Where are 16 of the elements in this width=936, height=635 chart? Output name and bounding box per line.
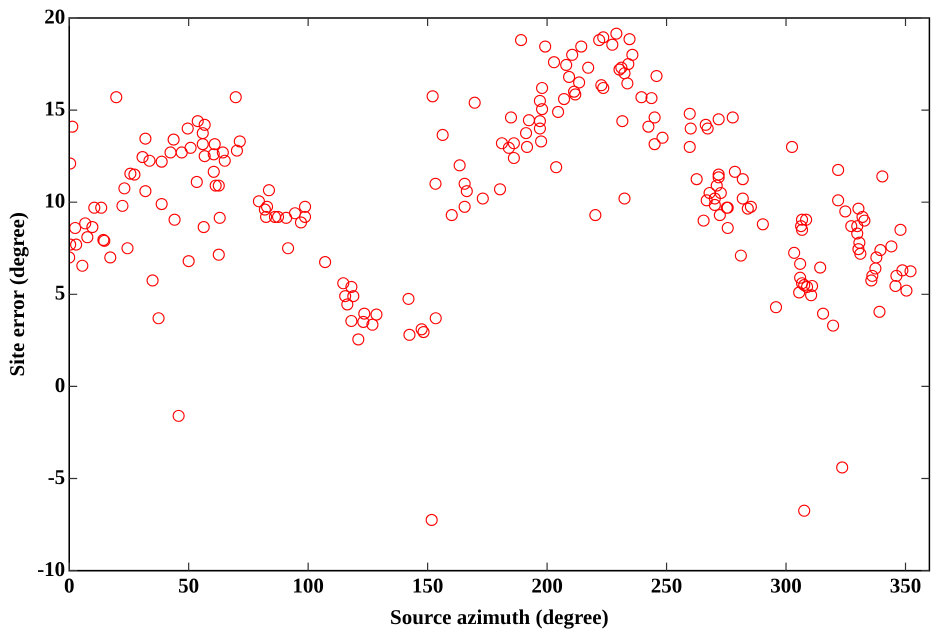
y-tick-label: 10 [44,188,66,213]
x-tick-label: 250 [650,574,682,598]
y-tick-label: 20 [44,4,66,28]
x-tick-label: 100 [292,574,324,598]
x-tick-label: 350 [890,574,922,598]
x-axis-title: Source azimuth (degree) [390,604,609,629]
y-tick-label: -5 [48,464,66,489]
y-tick-label: 0 [54,372,66,397]
y-tick-label: 5 [54,280,66,305]
y-tick-label: -10 [37,557,66,582]
x-tick-label: 50 [178,574,200,598]
y-axis-title: Site error (degree) [5,212,30,377]
x-tick-label: 300 [770,574,802,598]
y-tick-label: 15 [44,96,66,121]
x-tick-label: 200 [531,574,563,598]
x-tick-label: 150 [412,574,444,598]
